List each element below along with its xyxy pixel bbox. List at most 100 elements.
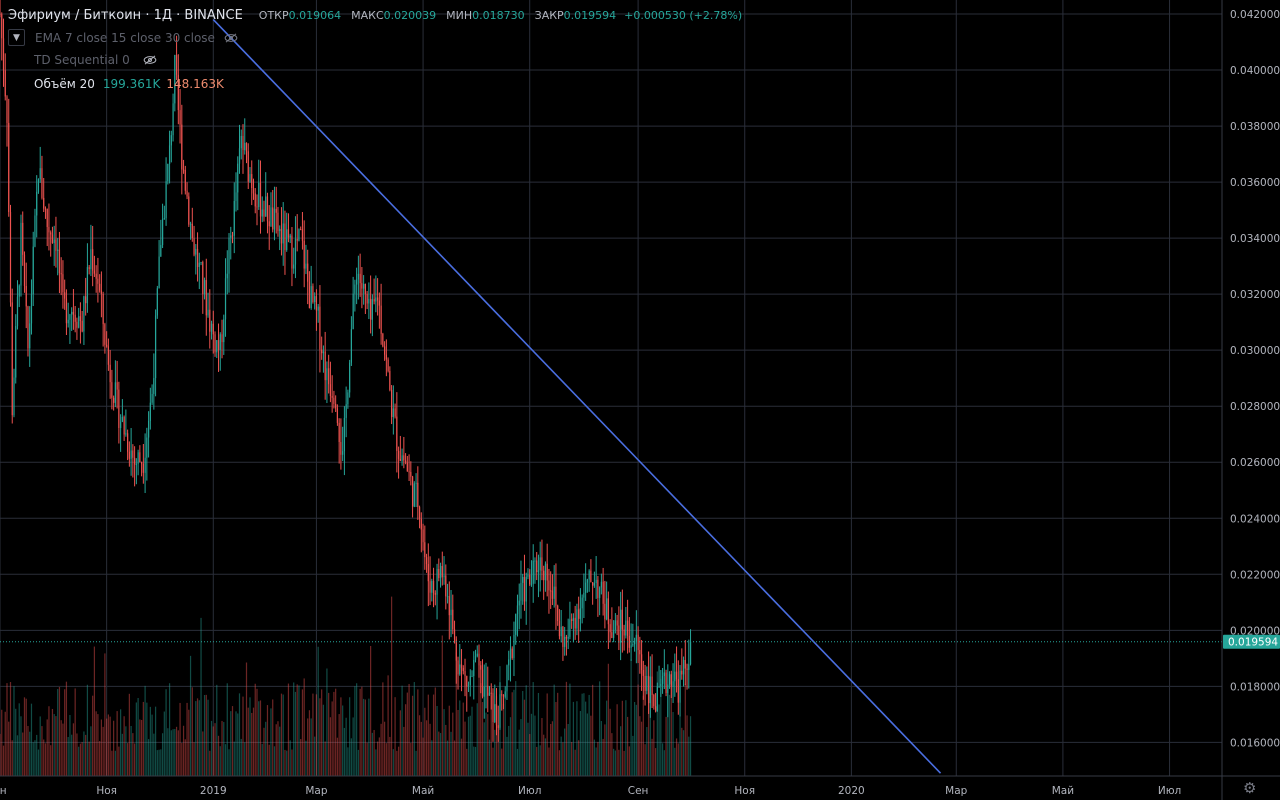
volume-bar <box>223 722 225 776</box>
y-tick-label: 0.038000 <box>1230 121 1280 133</box>
candle-body <box>670 674 672 687</box>
volume-bar <box>529 734 531 776</box>
y-tick-label: 0.034000 <box>1230 233 1280 245</box>
y-tick-label: 0.042000 <box>1230 9 1280 21</box>
volume-bar <box>280 693 283 776</box>
volume-legend[interactable]: Объём 20 199.361K 148.163K <box>34 77 224 91</box>
candle-body <box>406 462 408 472</box>
volume-bar <box>551 721 554 776</box>
volume-bar <box>67 736 69 776</box>
volume-bar <box>609 708 611 776</box>
candle-body <box>618 625 620 643</box>
candle-body <box>29 323 31 349</box>
candle-body <box>118 389 120 428</box>
ema-legend[interactable]: ▼ EMA 7 close 15 close 30 close <box>8 29 239 46</box>
candle-body <box>39 168 41 180</box>
volume-bar <box>231 706 234 776</box>
candle-body <box>317 306 319 311</box>
candle-body <box>399 458 401 462</box>
volume-bar <box>483 722 485 776</box>
eye-crossed-icon[interactable] <box>223 32 239 43</box>
candle-body <box>270 207 272 227</box>
volume-bar <box>462 702 464 776</box>
candle-body <box>663 672 665 677</box>
td-legend[interactable]: TD Sequential 0 <box>34 53 158 67</box>
candle-body <box>231 235 234 237</box>
candle-body <box>478 653 480 666</box>
x-axis[interactable]: ен Ноя 2019 Мар Май Июл Сен Ноя 2020 Мар Май Июл <box>0 785 1181 797</box>
candle-body <box>368 298 370 304</box>
candle-body <box>350 329 353 363</box>
candle-body <box>193 238 195 255</box>
candle-body <box>616 620 618 626</box>
candle-body <box>455 639 457 661</box>
candle-body <box>291 235 293 269</box>
candle-body <box>550 590 552 592</box>
volume-bar <box>448 705 450 776</box>
candle-body <box>363 283 365 289</box>
candle-body <box>354 284 356 294</box>
volume-bar <box>191 687 193 776</box>
candle-body <box>170 135 172 146</box>
x-tick-label: Май <box>412 785 434 797</box>
candle-body <box>244 142 246 151</box>
chevron-down-icon[interactable]: ▼ <box>8 29 25 46</box>
volume-bars <box>0 596 692 776</box>
candle-body <box>586 579 589 583</box>
candle-body <box>473 659 475 677</box>
y-tick-label: 0.040000 <box>1230 65 1280 77</box>
volume-bar <box>473 746 475 776</box>
symbol-legend: Эфириум / Биткоин · 1Д · BINANCE ОТКР 0.0… <box>8 8 750 23</box>
volume-bar <box>613 748 615 776</box>
volume-bar <box>356 683 358 776</box>
volume-bar <box>434 687 436 776</box>
candle-body <box>656 686 658 712</box>
symbol-title[interactable]: Эфириум / Биткоин · 1Д · BINANCE <box>8 8 243 23</box>
gear-icon[interactable]: ⚙ <box>1243 779 1257 797</box>
candle-body <box>121 416 123 422</box>
candle-body <box>518 600 520 606</box>
candle-body <box>83 296 85 332</box>
volume-bar <box>413 682 415 776</box>
volume-bar <box>328 692 330 776</box>
ema-label: EMA 7 close 15 close 30 close <box>35 30 215 45</box>
candle-body <box>237 163 239 193</box>
candle-body <box>530 583 533 585</box>
volume-bar <box>606 700 608 776</box>
candle-body <box>445 575 447 597</box>
eye-crossed-icon[interactable] <box>142 55 158 65</box>
volume-bar <box>72 723 75 776</box>
volume-bar <box>151 714 153 776</box>
candle-body <box>452 609 454 630</box>
volume-bar <box>163 711 165 776</box>
volume-bar <box>240 738 242 776</box>
volume-bar <box>315 694 318 776</box>
candle-body <box>471 676 473 678</box>
low-label: МИН <box>446 9 473 22</box>
candle-body <box>65 298 68 324</box>
x-tick-label: Мар <box>945 785 967 797</box>
volume-bar <box>487 714 489 776</box>
volume-bar <box>249 697 251 776</box>
candle-body <box>434 593 436 595</box>
candle-body <box>181 124 183 170</box>
candle-body <box>69 314 71 320</box>
candle-body <box>525 576 527 602</box>
trendline[interactable] <box>212 19 942 774</box>
candle-body <box>509 648 512 660</box>
candle-body <box>583 592 585 598</box>
candle-body <box>417 482 419 508</box>
volume-bar <box>686 715 688 776</box>
last-price-label: 0.019594 <box>1228 637 1278 649</box>
candle-body <box>522 576 524 583</box>
volume-bar <box>263 727 265 776</box>
volume-bar <box>338 714 340 776</box>
volume-bar <box>539 745 541 776</box>
volume-bar <box>357 749 359 776</box>
candle-body <box>562 626 564 647</box>
volume-bar <box>132 733 134 776</box>
y-axis[interactable]: 0.042000 0.040000 0.038000 0.036000 0.034000… <box>1230 9 1280 749</box>
candle-body <box>20 222 22 286</box>
volume-bar <box>65 681 68 776</box>
